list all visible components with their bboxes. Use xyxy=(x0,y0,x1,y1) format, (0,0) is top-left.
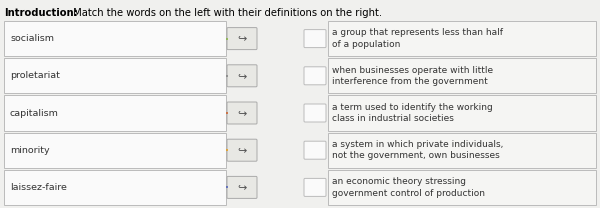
FancyBboxPatch shape xyxy=(328,58,596,93)
Text: ↪: ↪ xyxy=(238,71,247,81)
FancyBboxPatch shape xyxy=(304,30,326,48)
FancyBboxPatch shape xyxy=(4,95,226,131)
Text: ↪: ↪ xyxy=(238,145,247,155)
FancyBboxPatch shape xyxy=(328,133,596,168)
FancyBboxPatch shape xyxy=(328,95,596,131)
FancyBboxPatch shape xyxy=(227,65,257,87)
Text: ↪: ↪ xyxy=(238,182,247,192)
FancyBboxPatch shape xyxy=(227,102,257,124)
Text: ↪: ↪ xyxy=(238,108,247,118)
Text: when businesses operate with little
interference from the government: when businesses operate with little inte… xyxy=(332,66,493,86)
FancyBboxPatch shape xyxy=(328,170,596,205)
FancyBboxPatch shape xyxy=(328,21,596,56)
Text: capitalism: capitalism xyxy=(10,109,59,118)
Text: ↪: ↪ xyxy=(238,34,247,44)
Text: an economic theory stressing
government control of production: an economic theory stressing government … xyxy=(332,177,485,198)
Text: laissez-faire: laissez-faire xyxy=(10,183,67,192)
Text: minority: minority xyxy=(10,146,50,155)
Text: Match the words on the left with their definitions on the right.: Match the words on the left with their d… xyxy=(70,8,382,18)
FancyBboxPatch shape xyxy=(4,133,226,168)
FancyBboxPatch shape xyxy=(4,21,226,56)
FancyBboxPatch shape xyxy=(4,170,226,205)
Text: Introduction:: Introduction: xyxy=(4,8,78,18)
FancyBboxPatch shape xyxy=(4,58,226,93)
Text: a system in which private individuals,
not the government, own businesses: a system in which private individuals, n… xyxy=(332,140,503,160)
Text: a term used to identify the working
class in industrial societies: a term used to identify the working clas… xyxy=(332,103,493,123)
Text: a group that represents less than half
of a population: a group that represents less than half o… xyxy=(332,28,503,49)
FancyBboxPatch shape xyxy=(304,178,326,196)
FancyBboxPatch shape xyxy=(304,104,326,122)
FancyBboxPatch shape xyxy=(304,141,326,159)
FancyBboxPatch shape xyxy=(227,139,257,161)
FancyBboxPatch shape xyxy=(227,176,257,198)
Text: proletariat: proletariat xyxy=(10,71,60,80)
Text: socialism: socialism xyxy=(10,34,54,43)
FancyBboxPatch shape xyxy=(304,67,326,85)
FancyBboxPatch shape xyxy=(227,28,257,50)
